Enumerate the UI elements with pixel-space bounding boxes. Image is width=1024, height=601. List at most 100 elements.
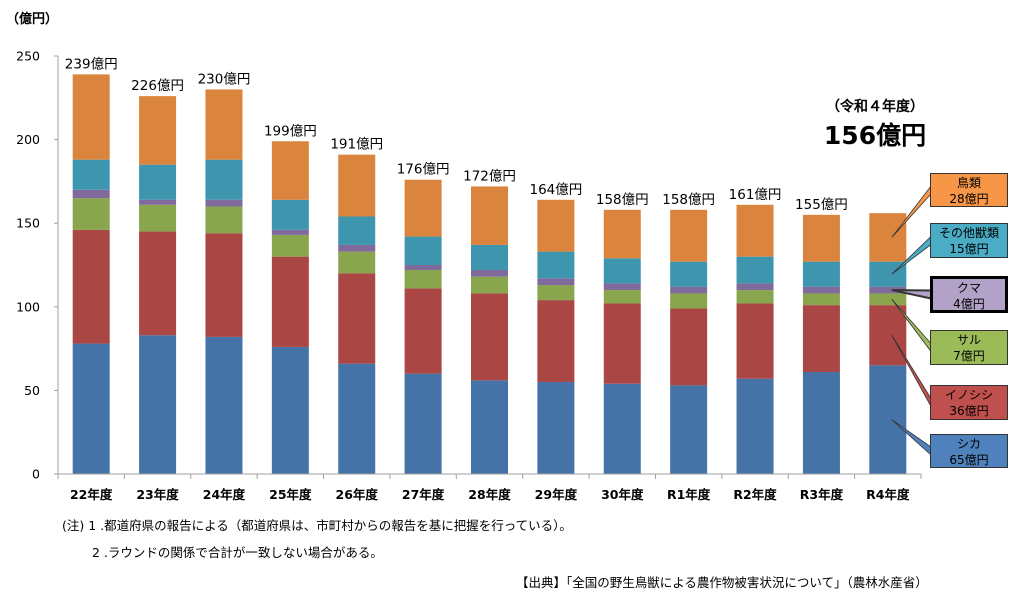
total-label: 158億円 [596,192,649,208]
note-2: 2 .ラウンドの関係で合計が一致しない場合がある。 [92,545,383,560]
y-axis-unit-label: （億円） [6,12,59,27]
bar-segment-1-12 [869,305,907,366]
total-label: 176億円 [397,162,450,178]
callout-value: 15億円 [949,242,989,256]
total-label: 199億円 [264,123,317,139]
total-label: 226億円 [131,78,184,94]
bar-segment-2-2 [205,206,243,234]
bar-segment-5-9 [670,209,708,262]
bar-segment-2-1 [139,204,177,232]
bar-segment-2-7 [537,285,575,301]
y-tick-label: 150 [16,216,40,231]
bar-segment-3-8 [603,283,641,291]
bar-segment-5-11 [802,214,840,262]
bar-segment-2-4 [338,251,376,274]
bar-segment-3-0 [72,189,110,199]
bar-segment-4-0 [72,159,110,190]
total-label: 172億円 [463,168,516,184]
bar-segment-0-1 [139,335,177,474]
bar-segment-5-8 [603,209,641,259]
x-tick-label: R4年度 [866,487,910,502]
bar-segment-4-1 [139,164,177,200]
total-label: 164億円 [529,182,582,198]
bar-segment-4-6 [471,244,508,271]
note-1: (注) 1 .都道府県の報告による（都道府県は、市町村からの報告を基に把握を行っ… [62,518,572,533]
bar-segment-1-5 [404,288,442,374]
y-tick-label: 50 [24,383,40,398]
bar-segment-3-12 [869,286,907,294]
bar-segment-5-4 [338,154,376,217]
x-tick-label: R1年度 [667,487,711,502]
bar-segment-1-0 [72,229,110,344]
bar-segment-1-6 [471,293,508,381]
callout-label: サル [956,333,981,347]
x-tick-label: R3年度 [800,487,844,502]
bar-segment-5-0 [72,74,110,160]
bar-segment-4-8 [603,258,641,284]
bar-segment-4-9 [670,261,708,287]
bar-segment-2-6 [471,276,508,294]
bar-segment-2-3 [271,234,309,257]
bar-segment-5-2 [205,89,243,160]
bar-segment-0-2 [205,336,243,474]
bar-segment-0-0 [72,343,110,474]
bar-segment-0-8 [603,383,641,474]
total-label: 239億円 [65,56,118,72]
bar-segment-4-3 [271,199,309,230]
total-label: 230億円 [198,71,251,87]
callout-label: クマ [956,281,981,295]
callout-label: イノシシ [944,388,993,402]
bar-segment-0-11 [802,372,840,474]
bar-segment-4-4 [338,216,376,245]
bar-segment-2-8 [603,290,641,304]
y-tick-label: 250 [16,49,40,64]
bar-segment-0-9 [670,385,708,474]
bar-segment-3-3 [271,229,309,235]
callout-deer: シカ 65億円 [930,434,1008,468]
bar-segment-1-3 [271,256,309,347]
bar-segment-3-2 [205,199,243,207]
bar-segment-5-1 [139,96,177,165]
bar-segment-3-1 [139,199,177,205]
bar-segment-3-9 [670,286,708,294]
bar-segment-0-5 [404,373,442,474]
bar-segment-3-7 [537,278,575,286]
bar-segment-3-10 [736,283,774,291]
callout-label: 鳥類 [956,176,981,190]
y-tick-label: 0 [32,467,40,482]
bar-segment-2-12 [869,293,907,306]
bar-segment-1-11 [802,305,840,373]
callout-monkey: サル 7億円 [930,330,1008,365]
x-tick-label: 27年度 [402,487,445,502]
bar-segment-2-10 [736,290,774,304]
bar-segment-2-5 [404,270,442,289]
bar-segment-5-10 [736,204,774,257]
source-citation: 【出典】「全国の野生鳥獣による農作物被害状況について」（農林水産省） [516,575,928,590]
bar-segment-0-10 [736,378,774,474]
x-tick-label: 25年度 [269,487,312,502]
x-tick-label: 22年度 [70,487,113,502]
callout-boar: イノシシ 36億円 [930,385,1008,420]
bar-segment-3-4 [338,244,376,252]
callout-bird: 鳥類 28億円 [930,173,1008,207]
bars-group: 239億円 226億円 230億円 199億円 191億円 176億円 172億円 164億円… [65,56,907,474]
bar-segment-0-7 [537,382,575,474]
x-tick-label: 23年度 [136,487,179,502]
x-tick-label: 30年度 [601,487,644,502]
bar-segment-5-5 [404,179,442,237]
callout-other: その他獣類 15億円 [930,223,1008,258]
bar-segment-1-10 [736,303,774,379]
callout-value: 65億円 [949,453,989,467]
bar-segment-1-1 [139,231,177,336]
axes-group: 22年度 23年度 24年度 25年度 26年度 27年度 28年度 29年度 30年度 R1年度… [16,49,922,502]
highlight-total-label: 156億円 [823,121,927,150]
bar-segment-5-7 [537,199,575,252]
bar-segment-2-11 [802,293,840,306]
bar-segment-4-11 [802,261,840,287]
x-tick-label: 28年度 [468,487,511,502]
bar-segment-4-10 [736,256,774,284]
total-label: 158億円 [662,192,715,208]
callout-label: その他獣類 [938,226,999,240]
bar-segment-0-12 [869,365,907,474]
